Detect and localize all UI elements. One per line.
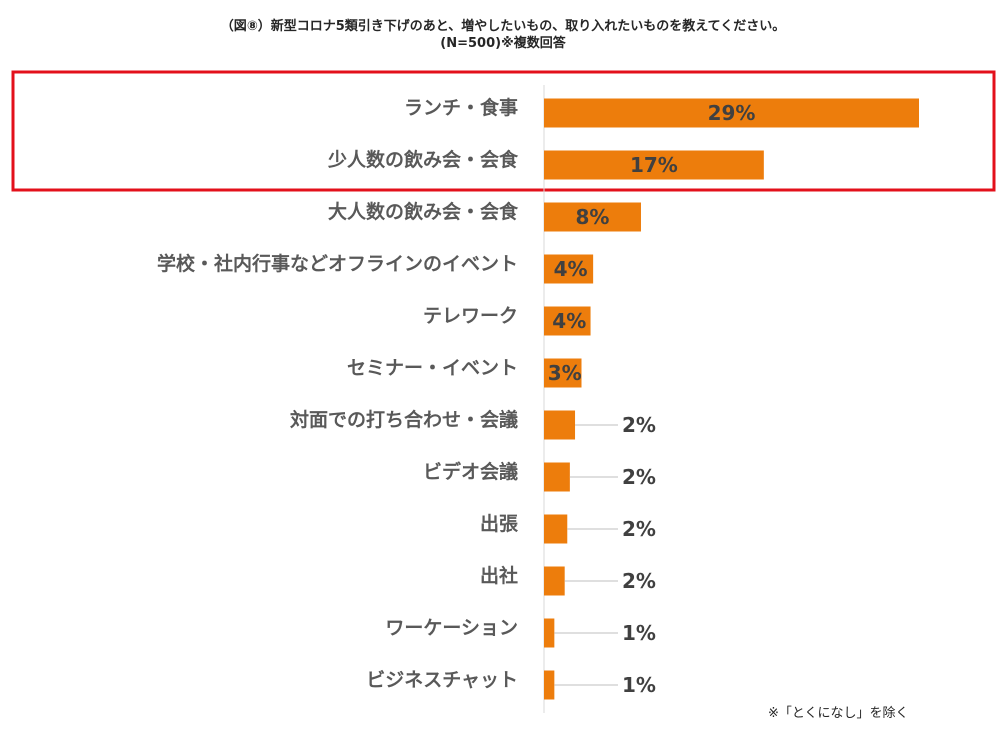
value-label: 2% — [622, 413, 656, 437]
value-label: 2% — [622, 465, 656, 489]
value-label: 2% — [622, 569, 656, 593]
value-label: 3% — [548, 361, 582, 385]
category-label: テレワーク — [423, 305, 518, 327]
bar — [544, 254, 594, 284]
value-label: 29% — [708, 101, 756, 125]
category-label: 大人数の飲み会・会食 — [328, 200, 519, 223]
chart-title-line2: (N=500)※複数回答 — [440, 36, 566, 51]
category-label: ビジネスチャット — [366, 669, 518, 691]
category-label: 出張 — [480, 512, 519, 535]
footnote: ※「とくになし」を除く — [768, 706, 909, 721]
bar — [544, 98, 919, 128]
bar — [544, 618, 555, 648]
bar — [544, 462, 570, 492]
bar — [544, 150, 764, 180]
value-label: 17% — [630, 153, 678, 177]
value-label: 1% — [622, 621, 656, 645]
category-label: ワーケーション — [385, 617, 518, 639]
bar — [544, 514, 568, 544]
value-label: 4% — [552, 309, 586, 333]
value-label: 1% — [622, 673, 656, 697]
bar — [544, 670, 555, 700]
bar — [544, 566, 565, 596]
bar — [544, 410, 576, 440]
bar — [544, 306, 591, 336]
bar — [544, 202, 641, 232]
category-label: ビデオ会議 — [423, 460, 518, 483]
chart-title: （図⑧）新型コロナ5類引き下げのあと、増やしたいもの、取り入れたいものを教えてく… — [0, 18, 1006, 52]
value-label: 2% — [622, 517, 656, 541]
value-label: 4% — [554, 257, 588, 281]
category-label: 対面での打ち合わせ・会議 — [289, 408, 518, 431]
value-label: 8% — [576, 205, 610, 229]
category-label: 出社 — [480, 564, 518, 587]
category-label: セミナー・イベント — [347, 357, 518, 379]
bar — [544, 358, 582, 388]
category-label: 学校・社内行事などオフラインのイベント — [157, 252, 518, 275]
category-label: ランチ・食事 — [404, 96, 518, 119]
chart-title-line1: （図⑧）新型コロナ5類引き下げのあと、増やしたいもの、取り入れたいものを教えてく… — [220, 19, 786, 34]
highlight-box — [11, 70, 996, 192]
category-label: 少人数の飲み会・会食 — [327, 148, 519, 171]
